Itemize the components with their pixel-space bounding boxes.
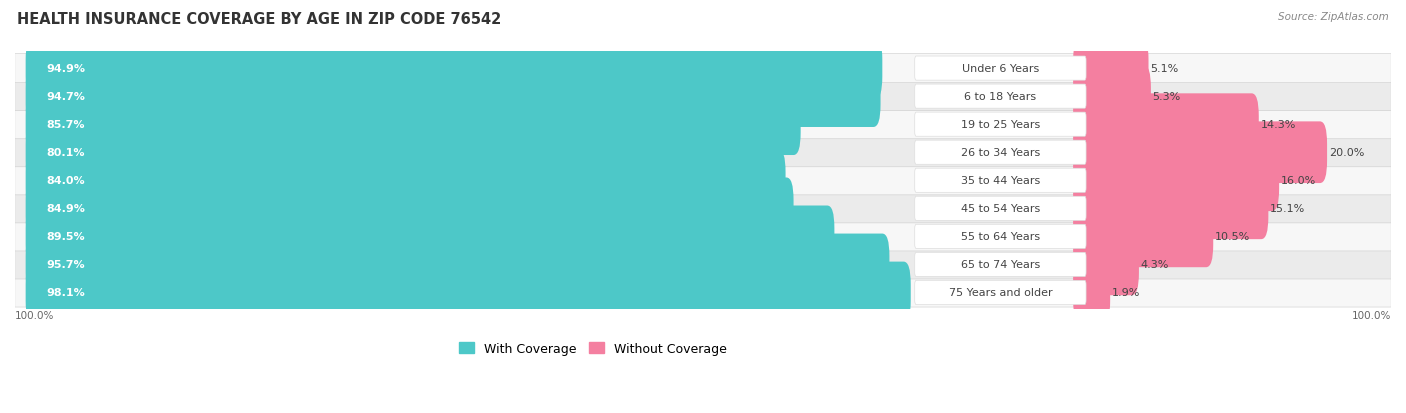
Text: 65 to 74 Years: 65 to 74 Years bbox=[960, 260, 1040, 270]
Text: 15.1%: 15.1% bbox=[1270, 204, 1305, 214]
Text: 100.0%: 100.0% bbox=[1351, 310, 1391, 320]
FancyBboxPatch shape bbox=[915, 113, 1085, 137]
Text: 35 to 44 Years: 35 to 44 Years bbox=[960, 176, 1040, 186]
FancyBboxPatch shape bbox=[15, 82, 1391, 112]
Text: 55 to 64 Years: 55 to 64 Years bbox=[960, 232, 1040, 242]
Text: 5.3%: 5.3% bbox=[1153, 92, 1181, 102]
FancyBboxPatch shape bbox=[15, 138, 1391, 167]
Text: 89.5%: 89.5% bbox=[46, 232, 84, 242]
Text: Under 6 Years: Under 6 Years bbox=[962, 64, 1039, 74]
FancyBboxPatch shape bbox=[915, 85, 1085, 109]
FancyBboxPatch shape bbox=[25, 66, 880, 128]
FancyBboxPatch shape bbox=[915, 225, 1085, 249]
Text: 1.9%: 1.9% bbox=[1112, 288, 1140, 298]
FancyBboxPatch shape bbox=[25, 262, 911, 323]
Text: 5.1%: 5.1% bbox=[1150, 64, 1178, 74]
FancyBboxPatch shape bbox=[1073, 206, 1213, 268]
Text: Source: ZipAtlas.com: Source: ZipAtlas.com bbox=[1278, 12, 1389, 22]
FancyBboxPatch shape bbox=[1073, 94, 1258, 156]
Text: 45 to 54 Years: 45 to 54 Years bbox=[960, 204, 1040, 214]
Text: 10.5%: 10.5% bbox=[1215, 232, 1250, 242]
FancyBboxPatch shape bbox=[15, 278, 1391, 307]
Text: 16.0%: 16.0% bbox=[1281, 176, 1316, 186]
FancyBboxPatch shape bbox=[25, 206, 834, 268]
Legend: With Coverage, Without Coverage: With Coverage, Without Coverage bbox=[454, 337, 733, 360]
FancyBboxPatch shape bbox=[915, 197, 1085, 221]
FancyBboxPatch shape bbox=[1073, 38, 1149, 100]
FancyBboxPatch shape bbox=[1073, 262, 1111, 323]
Text: 80.1%: 80.1% bbox=[46, 148, 84, 158]
FancyBboxPatch shape bbox=[15, 55, 1391, 83]
FancyBboxPatch shape bbox=[15, 250, 1391, 279]
FancyBboxPatch shape bbox=[25, 122, 751, 184]
FancyBboxPatch shape bbox=[15, 222, 1391, 252]
Text: 94.7%: 94.7% bbox=[46, 92, 84, 102]
Text: 26 to 34 Years: 26 to 34 Years bbox=[960, 148, 1040, 158]
FancyBboxPatch shape bbox=[25, 178, 793, 240]
FancyBboxPatch shape bbox=[915, 253, 1085, 277]
FancyBboxPatch shape bbox=[1073, 234, 1139, 296]
FancyBboxPatch shape bbox=[25, 234, 890, 296]
FancyBboxPatch shape bbox=[915, 281, 1085, 305]
FancyBboxPatch shape bbox=[15, 110, 1391, 140]
FancyBboxPatch shape bbox=[915, 57, 1085, 81]
Text: 75 Years and older: 75 Years and older bbox=[949, 288, 1052, 298]
FancyBboxPatch shape bbox=[25, 150, 786, 211]
Text: 6 to 18 Years: 6 to 18 Years bbox=[965, 92, 1036, 102]
FancyBboxPatch shape bbox=[915, 141, 1085, 165]
FancyBboxPatch shape bbox=[25, 38, 883, 100]
Text: 4.3%: 4.3% bbox=[1140, 260, 1168, 270]
FancyBboxPatch shape bbox=[1073, 178, 1268, 240]
Text: 84.9%: 84.9% bbox=[46, 204, 84, 214]
Text: HEALTH INSURANCE COVERAGE BY AGE IN ZIP CODE 76542: HEALTH INSURANCE COVERAGE BY AGE IN ZIP … bbox=[17, 12, 501, 27]
FancyBboxPatch shape bbox=[25, 94, 800, 156]
FancyBboxPatch shape bbox=[915, 169, 1085, 193]
Text: 94.9%: 94.9% bbox=[46, 64, 86, 74]
Text: 84.0%: 84.0% bbox=[46, 176, 84, 186]
Text: 20.0%: 20.0% bbox=[1329, 148, 1364, 158]
Text: 19 to 25 Years: 19 to 25 Years bbox=[960, 120, 1040, 130]
Text: 85.7%: 85.7% bbox=[46, 120, 84, 130]
Text: 100.0%: 100.0% bbox=[15, 310, 55, 320]
Text: 14.3%: 14.3% bbox=[1261, 120, 1296, 130]
Text: 95.7%: 95.7% bbox=[46, 260, 84, 270]
FancyBboxPatch shape bbox=[15, 194, 1391, 223]
FancyBboxPatch shape bbox=[1073, 122, 1327, 184]
FancyBboxPatch shape bbox=[1073, 66, 1152, 128]
FancyBboxPatch shape bbox=[15, 166, 1391, 195]
Text: 98.1%: 98.1% bbox=[46, 288, 84, 298]
FancyBboxPatch shape bbox=[1073, 150, 1279, 211]
